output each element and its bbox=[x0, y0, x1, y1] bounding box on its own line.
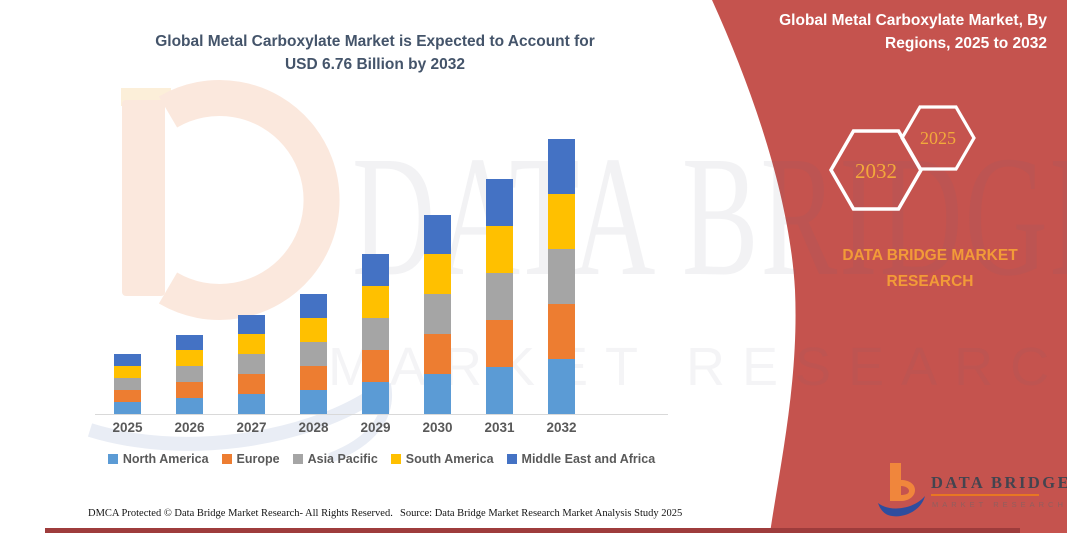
bar-2029 bbox=[362, 254, 389, 414]
bar-2032 bbox=[548, 139, 575, 414]
bar-segment-2028-north-america bbox=[300, 390, 327, 414]
legend-label: Europe bbox=[236, 452, 280, 466]
chart-title: Global Metal Carboxylate Market is Expec… bbox=[75, 30, 675, 76]
bar-segment-2025-middle-east-and-africa bbox=[114, 354, 141, 366]
bar-segment-2025-south-america bbox=[114, 366, 141, 378]
bar-segment-2025-north-america bbox=[114, 402, 141, 414]
bar-segment-2031-europe bbox=[486, 320, 513, 367]
bar-2030 bbox=[424, 215, 451, 414]
bar-segment-2028-asia-pacific bbox=[300, 342, 327, 366]
legend-swatch-icon bbox=[292, 454, 303, 464]
bar-segment-2028-south-america bbox=[300, 318, 327, 342]
bar-segment-2030-south-america bbox=[424, 254, 451, 294]
bar-segment-2032-north-america bbox=[548, 359, 575, 414]
legend-swatch-icon bbox=[221, 454, 232, 464]
chart-title-line1: Global Metal Carboxylate Market is Expec… bbox=[155, 33, 595, 50]
bar-2025 bbox=[114, 354, 141, 414]
bar-segment-2027-asia-pacific bbox=[238, 354, 265, 374]
bar-segment-2032-asia-pacific bbox=[548, 249, 575, 304]
chart-legend: North America Europe Asia Pacific South Ame… bbox=[90, 452, 673, 466]
logo-underline bbox=[931, 494, 1039, 496]
footer-source-text: Source: Data Bridge Market Research Mark… bbox=[400, 508, 683, 519]
bar-segment-2029-europe bbox=[362, 350, 389, 382]
footer-dmca-text: DMCA Protected © Data Bridge Market Rese… bbox=[88, 508, 393, 519]
x-tick-2031: 2031 bbox=[484, 420, 515, 435]
bar-segment-2031-asia-pacific bbox=[486, 273, 513, 320]
legend-swatch-icon bbox=[390, 454, 401, 464]
hexagon-2032-outline bbox=[828, 129, 924, 211]
bar-2031 bbox=[486, 179, 513, 414]
bar-segment-2031-middle-east-and-africa bbox=[486, 179, 513, 226]
bar-segment-2032-middle-east-and-africa bbox=[548, 139, 575, 194]
bar-segment-2027-south-america bbox=[238, 334, 265, 354]
x-tick-2029: 2029 bbox=[360, 420, 391, 435]
panel-title-line1: Global Metal Carboxylate Market, By bbox=[779, 12, 1047, 29]
chart-title-line2: USD 6.76 Billion by 2032 bbox=[284, 56, 466, 73]
legend-item-asia-pacific: Asia Pacific bbox=[292, 452, 378, 466]
watermark-data-bridge: DATA BRIDGE bbox=[352, 121, 1067, 312]
hexagon-badges bbox=[828, 105, 976, 211]
bar-segment-2027-middle-east-and-africa bbox=[238, 315, 265, 334]
panel-brand-text: DATA BRIDGE MARKET RESEARCH bbox=[815, 243, 1045, 295]
bar-segment-2026-europe bbox=[176, 382, 203, 398]
bar-segment-2026-middle-east-and-africa bbox=[176, 335, 203, 350]
bar-2027 bbox=[238, 315, 265, 414]
legend-label: South America bbox=[405, 452, 494, 466]
bar-segment-2026-south-america bbox=[176, 350, 203, 366]
hexagon-2032-label: 2032 bbox=[855, 159, 897, 183]
bar-segment-2025-asia-pacific bbox=[114, 378, 141, 390]
panel-title-line2: Regions, 2025 to 2032 bbox=[885, 35, 1047, 52]
x-tick-2030: 2030 bbox=[422, 420, 453, 435]
legend-item-south-america: South America bbox=[390, 452, 494, 466]
legend-label: Asia Pacific bbox=[307, 452, 378, 466]
legend-item-north-america: North America bbox=[107, 452, 209, 466]
bar-segment-2030-north-america bbox=[424, 374, 451, 414]
bar-segment-2032-europe bbox=[548, 304, 575, 359]
bar-segment-2028-middle-east-and-africa bbox=[300, 294, 327, 318]
bar-segment-2027-europe bbox=[238, 374, 265, 394]
hexagon-2025-outline bbox=[900, 105, 976, 171]
bar-segment-2026-asia-pacific bbox=[176, 366, 203, 382]
legend-item-middle-east-and-africa: Middle East and Africa bbox=[506, 452, 656, 466]
legend-label: North America bbox=[122, 452, 209, 466]
data-bridge-logo-icon bbox=[878, 463, 925, 517]
bar-2028 bbox=[300, 294, 327, 414]
bar-segment-2032-south-america bbox=[548, 194, 575, 249]
bar-segment-2031-north-america bbox=[486, 367, 513, 414]
bar-2026 bbox=[176, 335, 203, 414]
legend-item-europe: Europe bbox=[221, 452, 280, 466]
legend-swatch-icon bbox=[107, 454, 118, 464]
x-tick-2027: 2027 bbox=[236, 420, 267, 435]
x-axis-labels: 2025 2026 2027 2028 2029 2030 2031 2032 bbox=[95, 420, 668, 438]
x-tick-2032: 2032 bbox=[546, 420, 577, 435]
bar-segment-2030-middle-east-and-africa bbox=[424, 215, 451, 254]
bar-segment-2030-europe bbox=[424, 334, 451, 374]
bottom-accent-strip bbox=[45, 528, 1020, 533]
bar-segment-2031-south-america bbox=[486, 226, 513, 273]
bar-segment-2026-north-america bbox=[176, 398, 203, 414]
x-tick-2028: 2028 bbox=[298, 420, 329, 435]
panel-brand-line1: DATA BRIDGE MARKET bbox=[842, 247, 1018, 264]
bar-segment-2029-middle-east-and-africa bbox=[362, 254, 389, 286]
bar-segment-2029-north-america bbox=[362, 382, 389, 414]
x-tick-2025: 2025 bbox=[112, 420, 143, 435]
hexagon-2025-label: 2025 bbox=[920, 128, 956, 148]
panel-brand-line2: RESEARCH bbox=[886, 273, 974, 290]
plot-area bbox=[95, 98, 668, 415]
panel-title: Global Metal Carboxylate Market, By Regi… bbox=[717, 9, 1047, 55]
legend-swatch-icon bbox=[506, 454, 517, 464]
bar-segment-2029-asia-pacific bbox=[362, 318, 389, 350]
bar-segment-2025-europe bbox=[114, 390, 141, 402]
logo-subtitle: MARKET RESEARCH bbox=[932, 500, 1067, 509]
legend-label: Middle East and Africa bbox=[521, 452, 656, 466]
bar-segment-2028-europe bbox=[300, 366, 327, 390]
bar-segment-2029-south-america bbox=[362, 286, 389, 318]
logo-wordmark: DATA BRIDGE bbox=[931, 473, 1067, 492]
bar-segment-2030-asia-pacific bbox=[424, 294, 451, 334]
x-tick-2026: 2026 bbox=[174, 420, 205, 435]
watermark-market-research: MARKET RESEARCH bbox=[328, 337, 1067, 397]
bar-segment-2027-north-america bbox=[238, 394, 265, 414]
